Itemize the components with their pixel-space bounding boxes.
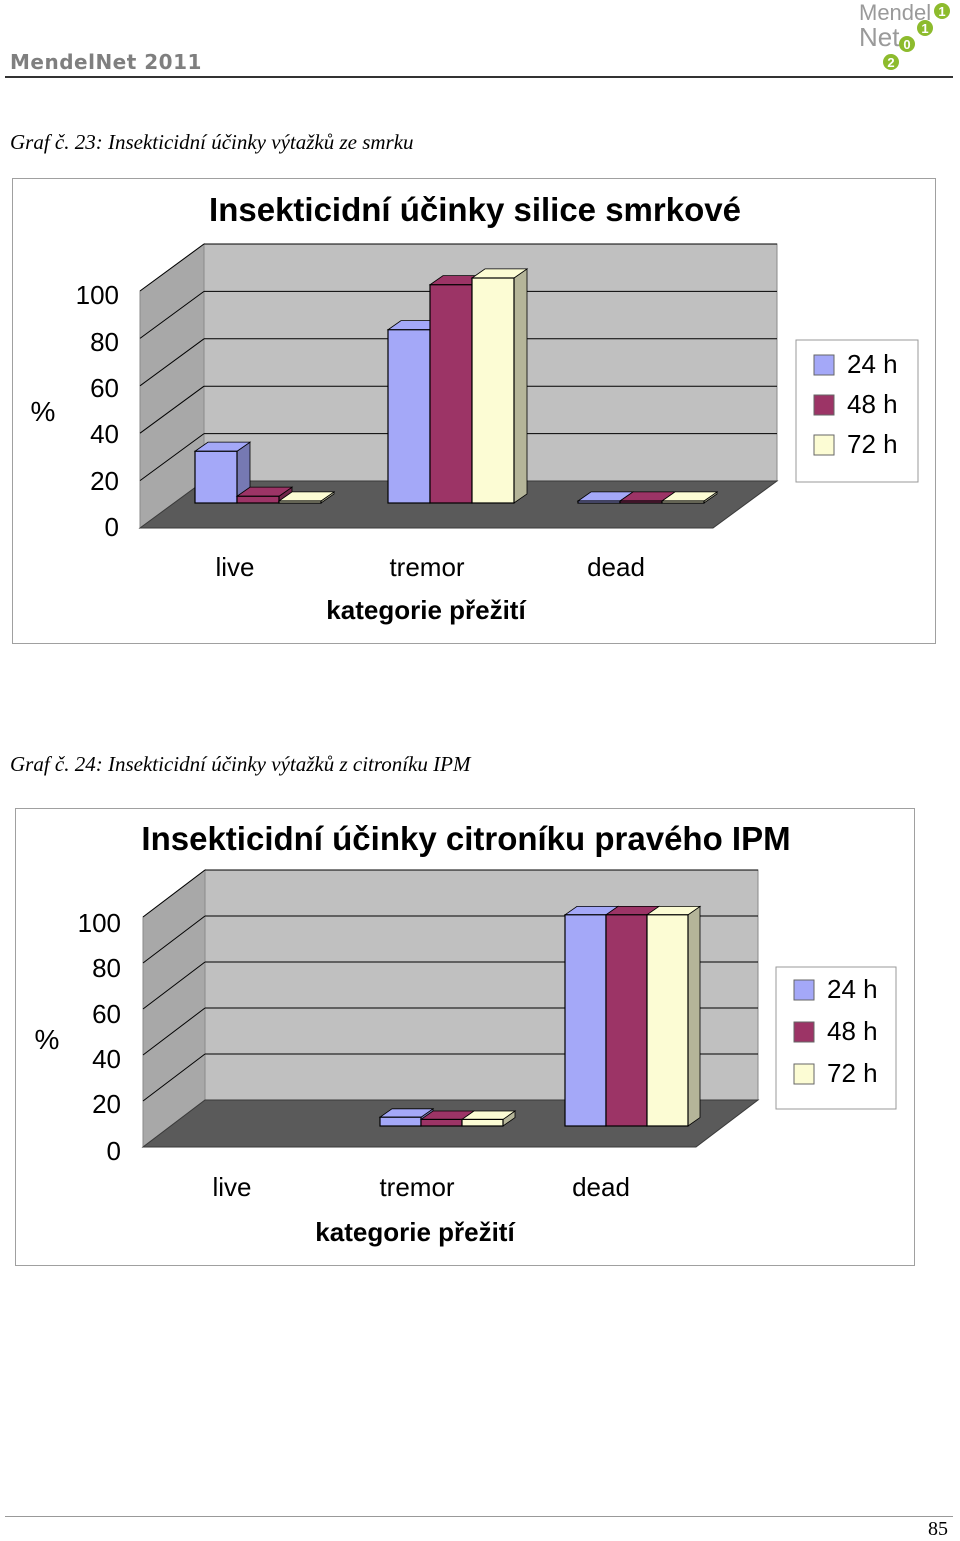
bar-dead-48h [605, 914, 648, 1127]
y-tick-label: 60 [92, 999, 121, 1029]
bar-live-72h [278, 500, 322, 504]
chart-gridline-side [139, 433, 205, 482]
legend-label: 72 h [827, 1058, 878, 1088]
legend-swatch [793, 1063, 815, 1085]
x-category-label: dead [587, 552, 645, 582]
y-tick-label: 100 [76, 280, 119, 310]
x-category-label: live [215, 552, 254, 582]
logo-digit: 2 [887, 55, 894, 70]
y-tick-label: 60 [90, 373, 119, 403]
bar-dead-72h [661, 500, 705, 504]
bar-live-48h [236, 495, 280, 504]
x-category-label: dead [572, 1172, 630, 1202]
bar-tremor-72h [461, 1118, 504, 1127]
chart-gridline-side [142, 869, 206, 918]
y-tick-label: 80 [90, 327, 119, 357]
bar-tremor-72h [471, 277, 515, 504]
y-tick-label: 20 [92, 1089, 121, 1119]
chart-side-wall [142, 868, 206, 1149]
figure-caption-23: Graf č. 23: Insekticidní účinky výtažků … [10, 130, 414, 154]
chart-spruce: Insekticidní účinky silice smrkové 0 20 40 6… [31, 191, 919, 625]
chart-gridline-side [142, 915, 206, 964]
legend-swatch [813, 354, 835, 376]
chart-lemon: Insekticidní účinky citroníku pravého IP… [35, 820, 897, 1247]
mendelnet-logo: Mendel Net 1 1 0 2 [859, 0, 950, 70]
y-tick-label: 40 [92, 1044, 121, 1074]
footer-rule [5, 1516, 953, 1517]
bar-dead-24h [564, 914, 607, 1127]
chart-title: Insekticidní účinky citroníku pravého IP… [141, 820, 790, 857]
logo-dot [917, 20, 933, 36]
chart-gridline-side [139, 338, 205, 387]
legend-swatch [813, 394, 835, 416]
y-axis-label: % [31, 396, 56, 427]
bar-dead-24h [577, 500, 621, 504]
logo-text-mendel: Mendel [859, 0, 931, 25]
x-category-label: tremor [389, 552, 464, 582]
header-rule [5, 76, 953, 78]
bar-dead-48h [619, 500, 663, 504]
x-axis-label: kategorie přežití [315, 1217, 515, 1247]
header-conference-name: MendelNet 2011 [10, 50, 202, 74]
logo-digit: 1 [921, 21, 928, 36]
y-tick-label: 0 [107, 1136, 121, 1166]
figure-caption-24: Graf č. 24: Insekticidní účinky výtažků … [10, 752, 471, 776]
chart-frame-spruce: Insekticidní účinky silice smrkové 0 20 40 6… [12, 178, 936, 644]
chart-side-wall [139, 243, 205, 529]
legend-label: 48 h [827, 1016, 878, 1046]
logo-dot [899, 36, 915, 52]
y-axis-label: % [35, 1024, 60, 1055]
y-tick-label: 100 [78, 908, 121, 938]
chart-frame-lemon: Insekticidní účinky citroníku pravého IP… [15, 808, 915, 1266]
y-tick-label: 20 [90, 466, 119, 496]
logo-text-net: Net [859, 22, 900, 52]
chart-gridline-side [139, 243, 205, 292]
legend-label: 24 h [847, 349, 898, 379]
bar-tremor-48h [429, 284, 473, 504]
logo-dot [883, 54, 899, 70]
legend-label: 24 h [827, 974, 878, 1004]
chart-gridline-side [139, 290, 205, 339]
chart-gridline-side [142, 961, 206, 1010]
bar-side-tremor-72h [513, 268, 528, 504]
legend-label: 48 h [847, 389, 898, 419]
y-tick-label: 80 [92, 953, 121, 983]
chart-gridline-side [142, 1007, 206, 1056]
bar-tremor-24h [387, 329, 431, 504]
bar-live-24h [194, 450, 238, 504]
bar-dead-72h [646, 914, 689, 1127]
legend-label: 72 h [847, 429, 898, 459]
bar-side-dead-72h [687, 905, 701, 1127]
logo-dot [934, 3, 950, 19]
legend-swatch [793, 979, 815, 1001]
logo-digit: 0 [903, 37, 910, 52]
y-tick-label: 40 [90, 419, 119, 449]
legend-swatch [813, 434, 835, 456]
chart-gridline-side [142, 1053, 206, 1102]
legend-swatch [793, 1021, 815, 1043]
x-axis-label: kategorie přežití [326, 595, 526, 625]
page-number: 85 [928, 1518, 948, 1540]
x-category-label: tremor [379, 1172, 454, 1202]
bar-tremor-48h [420, 1118, 463, 1127]
x-category-label: live [212, 1172, 251, 1202]
chart-gridline-side [139, 385, 205, 434]
y-tick-label: 0 [105, 512, 119, 542]
chart-title: Insekticidní účinky silice smrkové [209, 191, 741, 228]
bar-tremor-24h [379, 1116, 422, 1127]
logo-digit: 1 [938, 4, 945, 19]
